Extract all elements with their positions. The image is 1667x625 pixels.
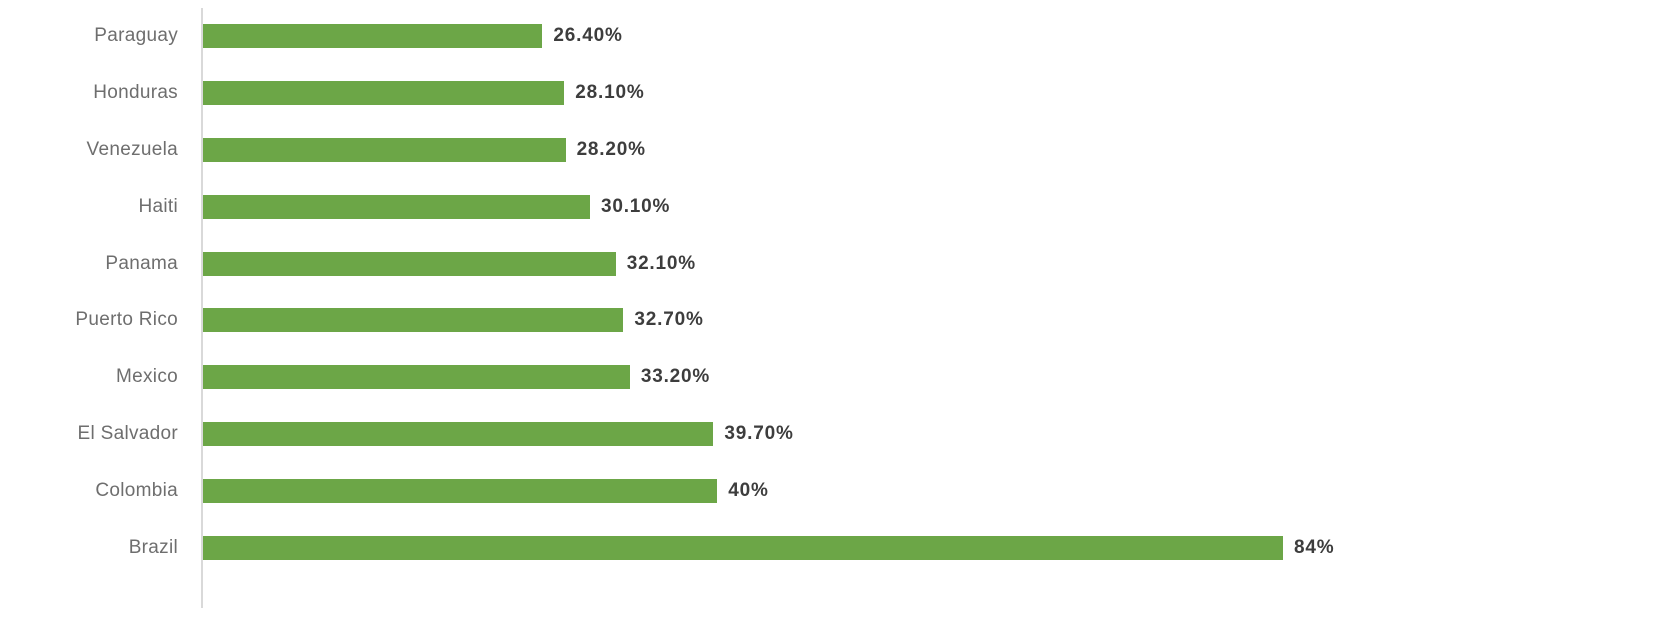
- bar-track: 32.70%: [203, 292, 1667, 349]
- value-label: 26.40%: [553, 25, 623, 47]
- value-label: 28.20%: [576, 138, 646, 160]
- bar: [203, 478, 718, 503]
- bar-track: 39.70%: [203, 406, 1667, 463]
- chart-row: Mexico 33.20%: [0, 349, 1667, 406]
- bar-track: 32.10%: [203, 235, 1667, 292]
- y-axis-line: [201, 8, 203, 608]
- category-label: Brazil: [128, 536, 178, 558]
- bar-track: 40%: [203, 462, 1667, 519]
- chart-rows: Paraguay 26.40% Honduras 28.10% Venezuela 28.…: [0, 8, 1667, 576]
- bar: [203, 251, 616, 276]
- bar: [203, 421, 714, 446]
- value-label: 30.10%: [600, 195, 671, 217]
- category-label: Mexico: [116, 366, 178, 388]
- bar-track: 33.20%: [203, 349, 1667, 406]
- bar: [203, 308, 624, 333]
- chart-row: Haiti 30.10%: [0, 178, 1667, 235]
- bar: [203, 24, 543, 49]
- bar-track: 30.10%: [203, 178, 1667, 235]
- category-label: Haiti: [138, 195, 178, 217]
- chart-row: Honduras 28.10%: [0, 65, 1667, 122]
- bar: [203, 81, 565, 106]
- category-label: Honduras: [93, 82, 178, 104]
- value-label: 32.10%: [626, 252, 696, 274]
- category-label: Colombia: [95, 479, 178, 501]
- value-label: 33.20%: [640, 366, 711, 388]
- chart-row: Venezuela 28.20%: [0, 122, 1667, 179]
- bar-track: 28.20%: [203, 122, 1667, 179]
- value-label: 32.70%: [634, 309, 704, 331]
- category-label: Panama: [105, 252, 178, 274]
- bar-track: 26.40%: [203, 8, 1667, 65]
- chart-row: El Salvador 39.70%: [0, 406, 1667, 463]
- chart-row: Brazil 84%: [0, 519, 1667, 576]
- value-label: 28.10%: [575, 82, 645, 104]
- value-label: 40%: [728, 479, 769, 501]
- value-label: 84%: [1293, 536, 1335, 558]
- chart-row: Paraguay 26.40%: [0, 8, 1667, 65]
- bar: [203, 137, 566, 162]
- chart-row: Panama 32.10%: [0, 235, 1667, 292]
- category-label: Puerto Rico: [75, 309, 178, 331]
- category-label: Paraguay: [94, 25, 178, 47]
- bar: [203, 194, 590, 219]
- category-label: El Salvador: [77, 422, 178, 444]
- chart-row: Colombia 40%: [0, 462, 1667, 519]
- bar: [203, 535, 1283, 560]
- category-label: Venezuela: [86, 138, 178, 160]
- value-label: 39.70%: [724, 422, 794, 444]
- bar-track: 84%: [203, 519, 1667, 576]
- chart-row: Puerto Rico 32.70%: [0, 292, 1667, 349]
- bar: [203, 365, 630, 390]
- bar-track: 28.10%: [203, 65, 1667, 122]
